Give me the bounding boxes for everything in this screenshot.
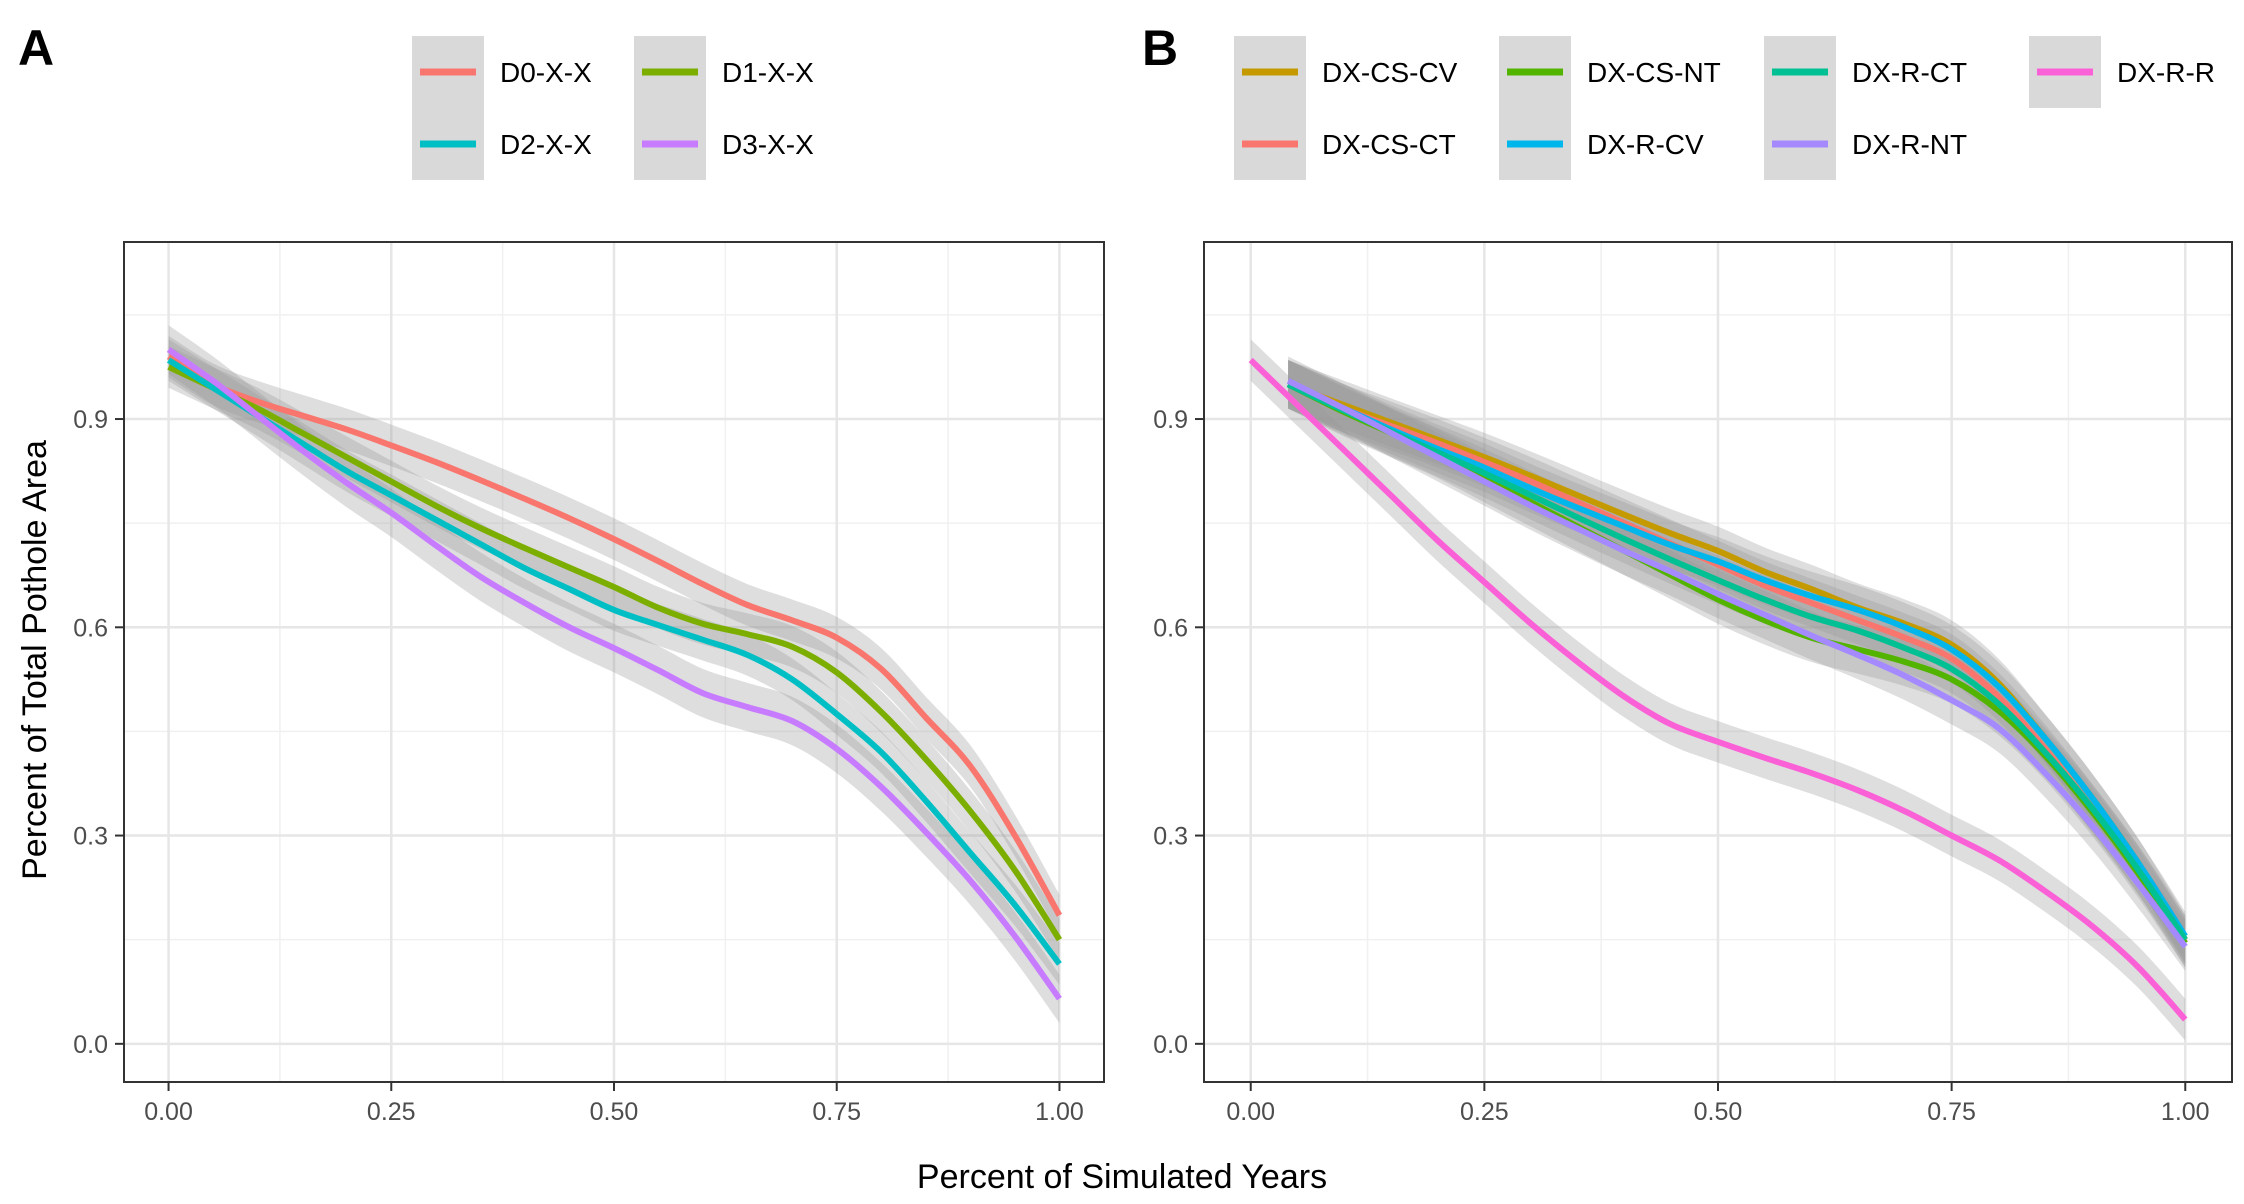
legend-label: D2-X-X (500, 129, 592, 160)
series-line (167, 364, 1062, 942)
series-line (166, 347, 1062, 1001)
x-tick-label: 0.50 (590, 1098, 639, 1126)
confidence-band (168, 335, 1060, 937)
band-layer (168, 325, 1060, 1023)
legend-item: DX-R-R (2029, 36, 2215, 108)
line-layer (1248, 357, 2188, 1022)
x-tick-label: 1.00 (1035, 1098, 1084, 1126)
legend-label: D1-X-X (722, 57, 814, 88)
x-tick-label: 1.00 (2161, 1098, 2210, 1126)
legend: DX-CS-CV DX-CS-CT DX-CS-NT DX-R-CV DX-R-CT DX… (1234, 36, 2215, 180)
series-line (1286, 381, 2188, 938)
legend-item: DX-R-NT (1764, 108, 1967, 180)
y-tick-label: 0.6 (73, 614, 108, 642)
series-layer (1248, 339, 2188, 1041)
y-tick-label: 0.0 (1153, 1031, 1188, 1059)
legend-item: D0-X-X (412, 36, 592, 108)
y-tick-label: 0.3 (1153, 823, 1188, 851)
series-line (1286, 378, 2188, 949)
x-tick-label: 0.00 (144, 1098, 193, 1126)
y-tick-label: 0.3 (73, 823, 108, 851)
x-tick-label: 0.00 (1226, 1098, 1275, 1126)
x-tick-label: 0.25 (367, 1098, 416, 1126)
legend: D0-X-X D2-X-X D1-X-X D3-X-X (412, 36, 814, 180)
legend-label: DX-R-NT (1852, 129, 1967, 160)
confidence-band (168, 339, 1060, 985)
series-line (1286, 381, 2188, 942)
legend-item: D3-X-X (634, 108, 814, 180)
y-tick-label: 0.6 (1153, 614, 1188, 642)
legend-item: DX-CS-CT (1234, 108, 1456, 180)
confidence-band (168, 325, 1060, 1023)
panel-b-label: B (1142, 20, 1178, 76)
panel-b: 0.00 0.25 0.50 0.75 1.00 0.0 0.3 0.6 0.9 DX-CS-CV… (1153, 36, 2233, 1126)
legend-item: D1-X-X (634, 36, 814, 108)
series-line (166, 354, 1063, 917)
series-line (1248, 357, 2188, 1022)
series-layer (166, 325, 1063, 1023)
legend-label: D0-X-X (500, 57, 592, 88)
y-axis-title: Percent of Total Pothole Area (16, 440, 54, 880)
confidence-band (1288, 360, 2186, 968)
panel-a: 0.00 0.25 0.50 0.75 1.00 0.0 0.3 0.6 0.9 D0-X-X D2… (73, 36, 1105, 1126)
legend-item: DX-CS-NT (1499, 36, 1721, 108)
y-tick-label: 0.9 (1153, 406, 1188, 434)
legend-item: DX-R-CV (1499, 108, 1704, 180)
y-tick-label: 0.9 (73, 406, 108, 434)
legend-label: DX-R-R (2117, 57, 2215, 88)
confidence-band (168, 346, 1060, 961)
legend-label: DX-CS-CT (1322, 129, 1456, 160)
series-line (166, 357, 1062, 966)
legend-label: DX-CS-NT (1587, 57, 1721, 88)
y-tick-label: 0.0 (73, 1031, 108, 1059)
x-tick-label: 0.25 (1460, 1098, 1509, 1126)
panel-a-label: A (18, 20, 54, 76)
x-axis-title: Percent of Simulated Years (917, 1158, 1327, 1196)
line-layer (166, 347, 1063, 1001)
legend-label: D3-X-X (722, 129, 814, 160)
x-tick-label: 0.75 (812, 1098, 861, 1126)
x-tick-label: 0.50 (1694, 1098, 1743, 1126)
confidence-band (1288, 356, 2186, 971)
legend-item: DX-R-CT (1764, 36, 1967, 108)
legend-label: DX-R-CT (1852, 57, 1967, 88)
legend-label: DX-R-CV (1587, 129, 1704, 160)
legend-item: D2-X-X (412, 108, 592, 180)
x-tick-label: 0.75 (1927, 1098, 1976, 1126)
legend-label: DX-CS-CV (1322, 57, 1458, 88)
legend-item: DX-CS-CV (1234, 36, 1458, 108)
